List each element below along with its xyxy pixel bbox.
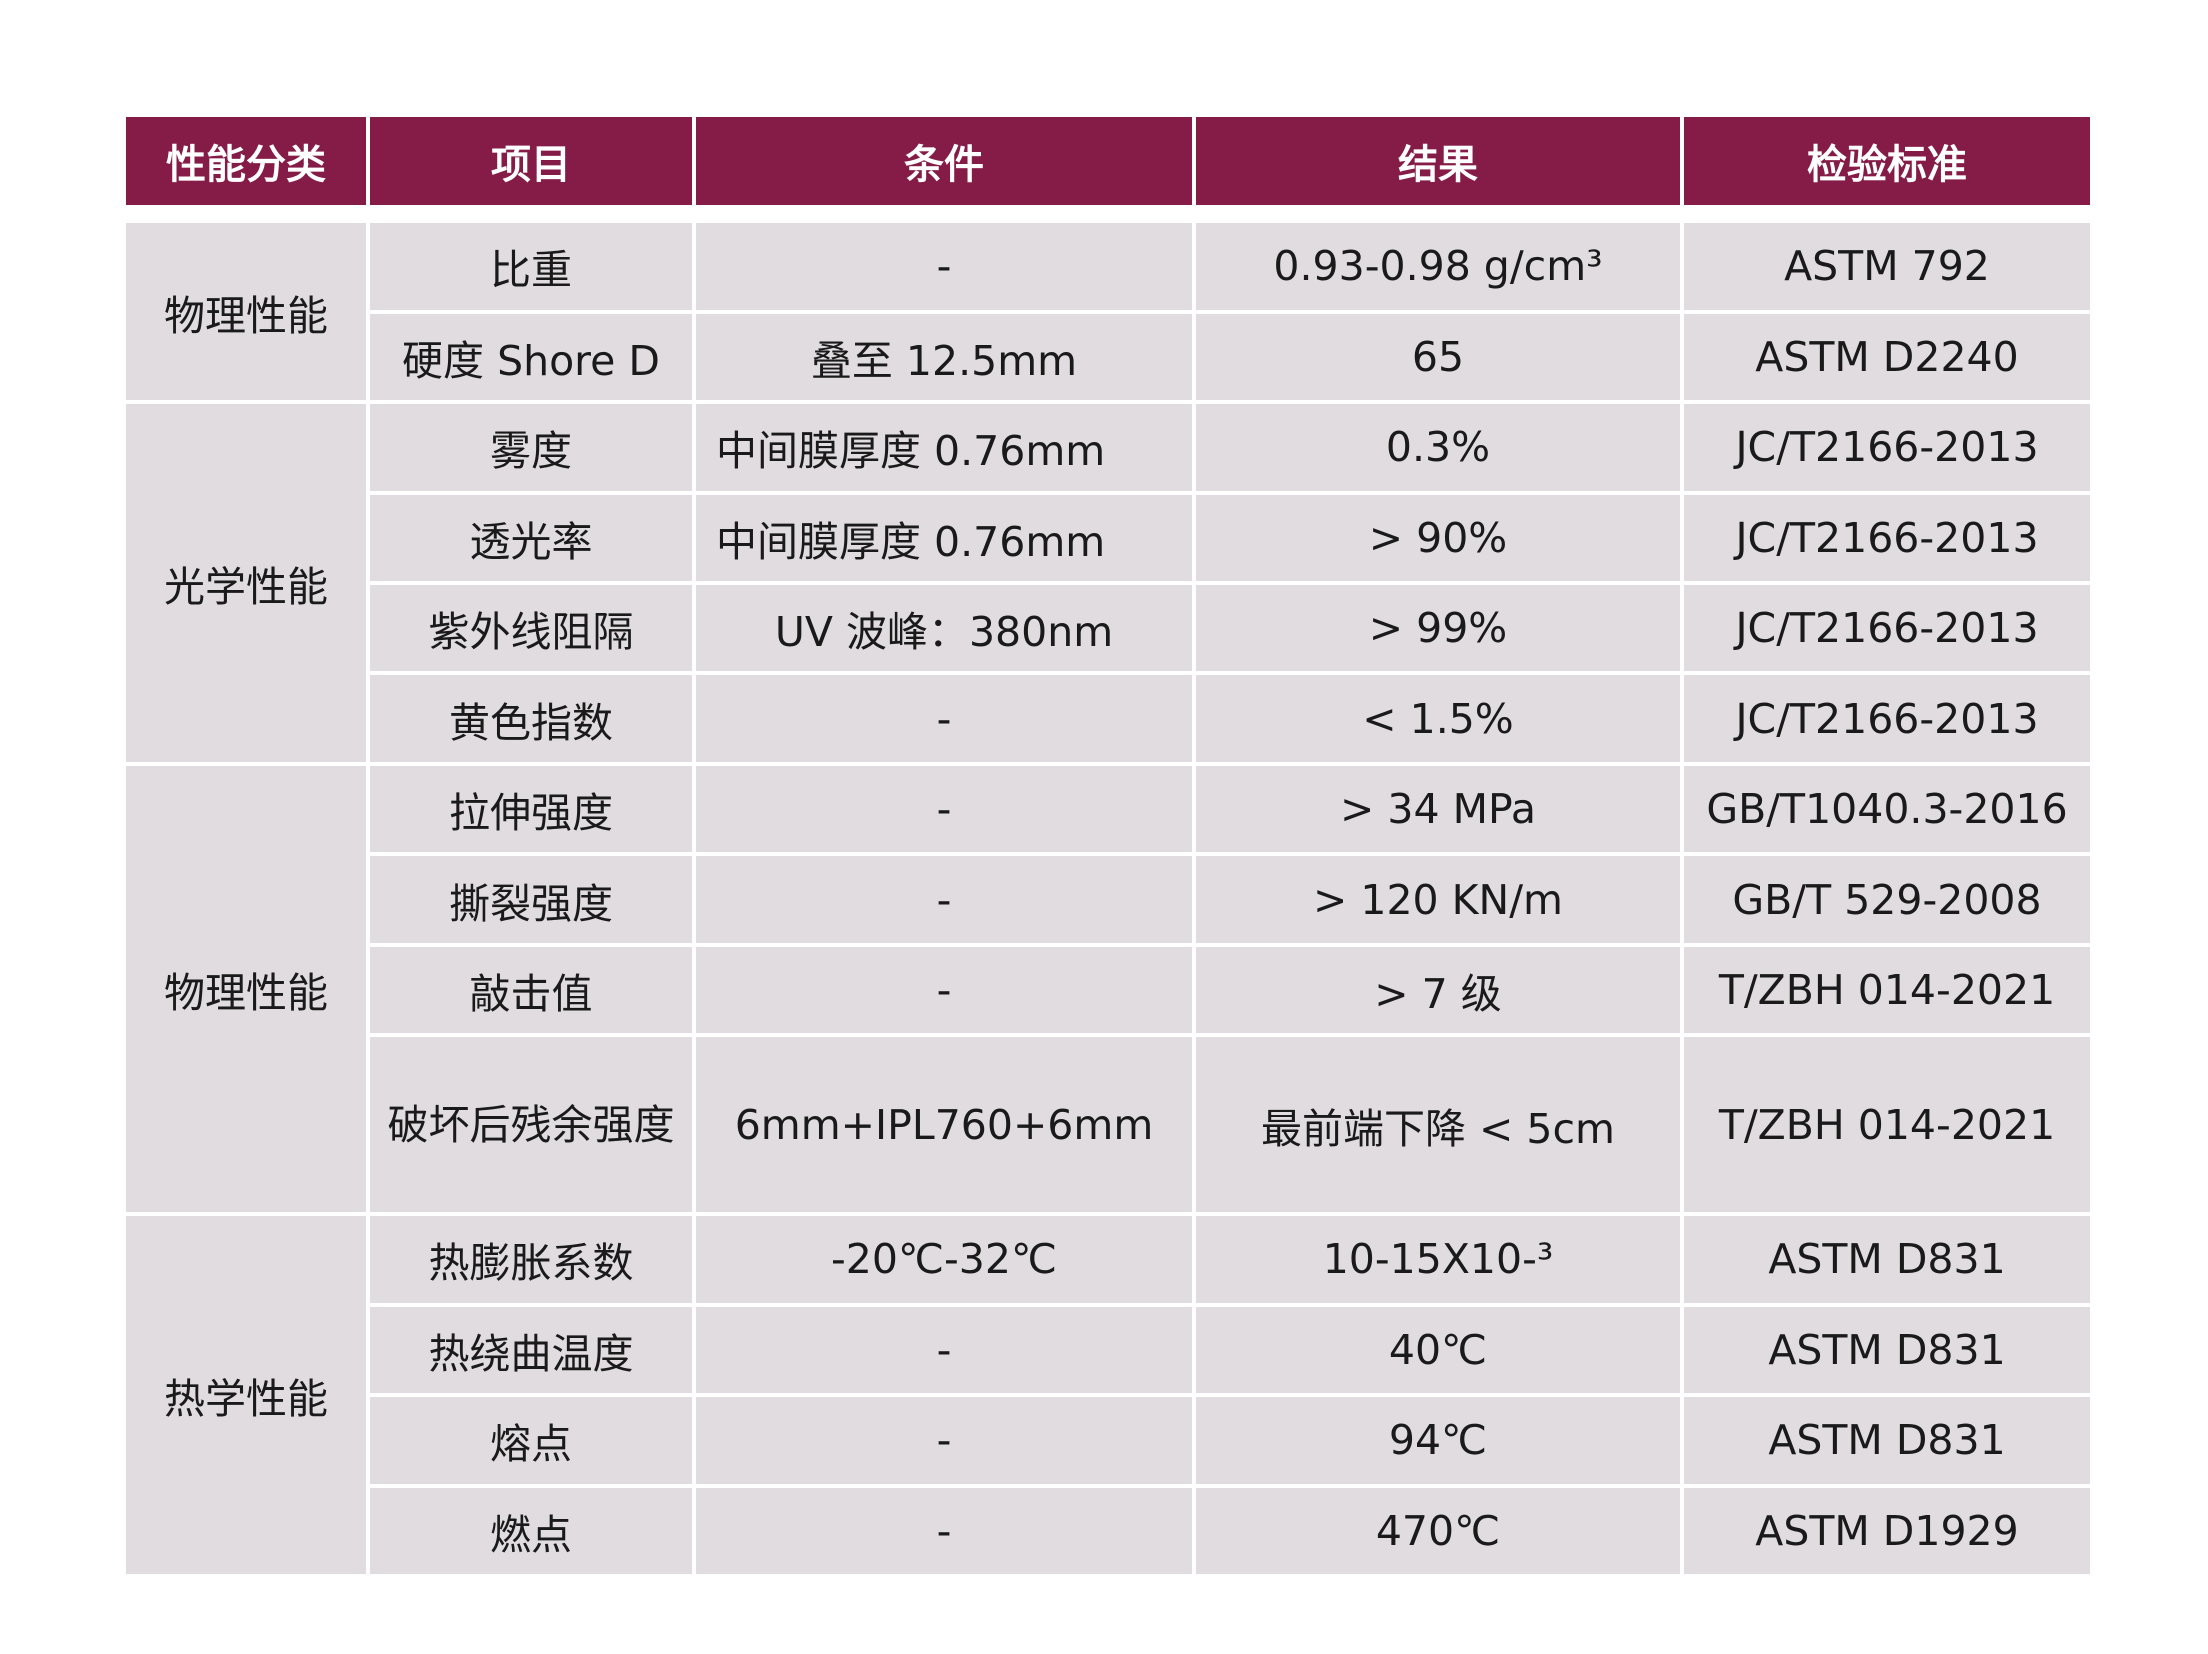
item-cell: 撕裂强度: [366, 852, 696, 947]
condition-cell: 中间膜厚度 0.76mm: [692, 490, 1196, 586]
header-category: 性能分类: [122, 113, 370, 209]
item-cell: 硬度 Shore D: [366, 309, 696, 405]
table-row: 敲击值 - > 7 级 T/ZBH 014-2021: [124, 942, 2094, 1038]
condition-cell: -: [692, 1393, 1196, 1488]
result-cell: 94℃: [1192, 1393, 1684, 1488]
condition-cell: -: [692, 942, 1196, 1038]
table-row: 光学性能 雾度 中间膜厚度 0.76mm 0.3% JC/T2166-2013: [122, 400, 2094, 766]
table-row: 热学性能 热膨胀系数 -20℃-32℃ 10-15X10-³ ASTM D831: [122, 1212, 2094, 1578]
result-cell: < 1.5%: [1192, 671, 1684, 766]
spec-table: 性能分类 项目 条件 结果 检验标准 物理性能 比重 - 0.93-0.98 g…: [122, 113, 2094, 1579]
result-cell: 40℃: [1192, 1302, 1684, 1398]
result-cell: 0.3%: [1192, 400, 1684, 495]
result-cell: 10-15X10-³: [1192, 1212, 1684, 1307]
table-row: 熔点 - 94℃ ASTM D831: [124, 1393, 2094, 1488]
condition-cell: -: [692, 219, 1196, 314]
table-row: 物理性能 比重 - 0.93-0.98 g/cm³ ASTM 792: [122, 219, 2094, 405]
condition-cell: -20℃-32℃: [692, 1212, 1196, 1307]
table-row: 物理性能 拉伸强度 - > 34 MPa GB/T1040.3-2016: [122, 761, 2094, 1217]
table-row: 透光率 中间膜厚度 0.76mm > 90% JC/T2166-2013: [124, 490, 2094, 586]
standard-cell: ASTM D831: [1680, 1212, 2094, 1307]
standard-cell: ASTM D1929: [1680, 1483, 2094, 1579]
standard-cell: ASTM D831: [1680, 1302, 2094, 1398]
table-row: 热绕曲温度 - 40℃ ASTM D831: [124, 1302, 2094, 1398]
result-cell: 0.93-0.98 g/cm³: [1192, 219, 1684, 314]
result-cell: > 7 级: [1192, 942, 1684, 1038]
standard-cell: GB/T1040.3-2016: [1680, 761, 2094, 857]
standard-cell: T/ZBH 014-2021: [1680, 1033, 2094, 1217]
condition-cell: -: [692, 852, 1196, 947]
standard-cell: ASTM D831: [1680, 1393, 2094, 1488]
result-cell: > 90%: [1192, 490, 1684, 586]
table-row: 撕裂强度 - > 120 KN/m GB/T 529-2008: [124, 852, 2094, 947]
table-row: 燃点 - 470℃ ASTM D1929: [124, 1483, 2094, 1579]
header-result: 结果: [1192, 113, 1684, 209]
standard-cell: ASTM 792: [1680, 219, 2094, 314]
standard-cell: JC/T2166-2013: [1680, 400, 2094, 495]
standard-cell: ASTM D2240: [1680, 309, 2094, 405]
result-cell: > 34 MPa: [1192, 761, 1684, 857]
condition-cell: -: [692, 1302, 1196, 1398]
table-row: 硬度 Shore D 叠至 12.5mm 65 ASTM D2240: [124, 309, 2094, 405]
category-cell: 物理性能: [122, 761, 370, 1217]
item-cell: 透光率: [366, 490, 696, 586]
result-cell: > 99%: [1192, 581, 1684, 676]
table-row: 破坏后残余强度 6mm+IPL760+6mm 最前端下降 < 5cm T/ZBH…: [124, 1033, 2094, 1217]
condition-cell: 6mm+IPL760+6mm: [692, 1033, 1196, 1217]
standard-cell: JC/T2166-2013: [1680, 671, 2094, 766]
item-cell: 敲击值: [366, 942, 696, 1038]
header-item: 项目: [366, 113, 696, 209]
standard-cell: GB/T 529-2008: [1680, 852, 2094, 947]
header-standard: 检验标准: [1680, 113, 2094, 209]
standard-cell: JC/T2166-2013: [1680, 490, 2094, 586]
result-cell: > 120 KN/m: [1192, 852, 1684, 947]
condition-cell: -: [692, 761, 1196, 857]
item-cell: 拉伸强度: [366, 761, 696, 857]
header-row: 性能分类 项目 条件 结果 检验标准: [122, 113, 2094, 209]
condition-cell: -: [692, 671, 1196, 766]
item-cell: 热膨胀系数: [366, 1212, 696, 1307]
item-cell: 热绕曲温度: [366, 1302, 696, 1398]
item-cell: 熔点: [366, 1393, 696, 1488]
table-row: 黄色指数 - < 1.5% JC/T2166-2013: [124, 671, 2094, 766]
item-cell: 雾度: [366, 400, 696, 495]
item-cell: 破坏后残余强度: [366, 1033, 696, 1217]
condition-cell: UV 波峰：380nm: [692, 581, 1196, 676]
category-cell: 物理性能: [122, 219, 370, 405]
item-cell: 燃点: [366, 1483, 696, 1579]
result-cell: 65: [1192, 309, 1684, 405]
condition-cell: 中间膜厚度 0.76mm: [692, 400, 1196, 495]
item-cell: 紫外线阻隔: [366, 581, 696, 676]
condition-cell: -: [692, 1483, 1196, 1579]
standard-cell: T/ZBH 014-2021: [1680, 942, 2094, 1038]
standard-cell: JC/T2166-2013: [1680, 581, 2094, 676]
result-cell: 最前端下降 < 5cm: [1192, 1033, 1684, 1217]
category-cell: 热学性能: [122, 1212, 370, 1578]
item-cell: 比重: [366, 219, 696, 314]
header-condition: 条件: [692, 113, 1196, 209]
category-cell: 光学性能: [122, 400, 370, 766]
item-cell: 黄色指数: [366, 671, 696, 766]
result-cell: 470℃: [1192, 1483, 1684, 1579]
condition-cell: 叠至 12.5mm: [692, 309, 1196, 405]
table-row: 紫外线阻隔 UV 波峰：380nm > 99% JC/T2166-2013: [124, 581, 2094, 676]
